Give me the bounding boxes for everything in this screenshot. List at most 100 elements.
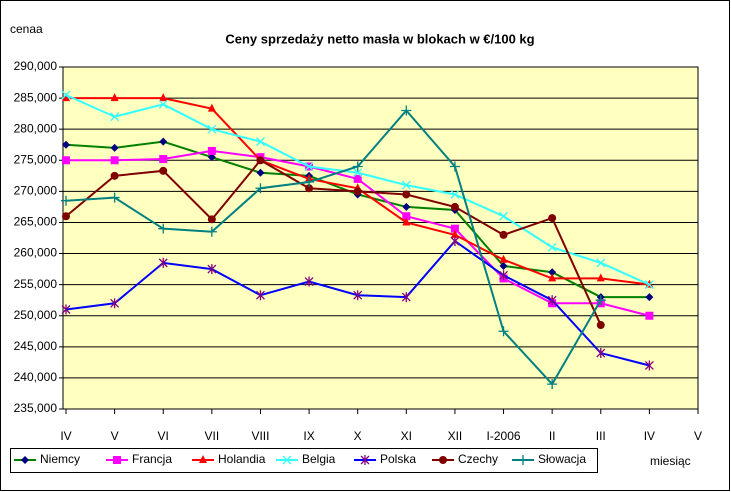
marker bbox=[450, 229, 459, 238]
marker-shape bbox=[547, 242, 557, 252]
marker-shape bbox=[61, 304, 71, 315]
marker-shape bbox=[159, 137, 168, 146]
marker-shape bbox=[255, 183, 266, 194]
marker-shape bbox=[62, 93, 70, 102]
x-tick-label: XI bbox=[401, 429, 412, 443]
marker bbox=[596, 348, 606, 359]
marker-shape bbox=[401, 105, 412, 116]
marker bbox=[207, 264, 217, 275]
marker-shape bbox=[353, 174, 362, 183]
marker-shape bbox=[596, 321, 605, 330]
marker bbox=[402, 190, 411, 199]
marker bbox=[595, 295, 606, 306]
marker bbox=[353, 168, 363, 178]
legend-label: Słowacja bbox=[538, 452, 586, 466]
marker-shape bbox=[256, 156, 265, 165]
series-line bbox=[65, 109, 602, 386]
y-tick-label: 270,000 bbox=[14, 184, 58, 198]
marker-shape bbox=[199, 455, 207, 463]
marker bbox=[499, 270, 508, 281]
marker bbox=[402, 217, 411, 226]
marker bbox=[499, 230, 508, 239]
marker bbox=[113, 456, 121, 464]
marker bbox=[439, 456, 447, 464]
marker bbox=[644, 280, 654, 290]
marker bbox=[159, 137, 168, 146]
marker-shape bbox=[110, 156, 119, 165]
marker-shape bbox=[547, 379, 558, 390]
marker-shape bbox=[304, 177, 315, 188]
x-tick-label: VII bbox=[205, 429, 220, 443]
marker-shape bbox=[305, 184, 314, 193]
marker bbox=[401, 292, 411, 303]
x-tick-label: II bbox=[549, 429, 556, 443]
marker bbox=[353, 174, 362, 183]
marker bbox=[499, 261, 508, 270]
legend-label: Holandia bbox=[218, 452, 266, 466]
marker bbox=[110, 298, 120, 309]
marker-shape bbox=[62, 212, 70, 221]
marker-shape bbox=[644, 280, 654, 290]
marker-shape bbox=[645, 311, 654, 320]
marker bbox=[548, 273, 557, 282]
marker bbox=[207, 146, 216, 155]
marker bbox=[159, 166, 168, 175]
marker-shape bbox=[113, 456, 121, 464]
marker-shape bbox=[110, 143, 119, 152]
series-line bbox=[65, 158, 602, 326]
marker bbox=[206, 226, 217, 237]
marker-shape bbox=[499, 261, 508, 270]
marker-shape bbox=[21, 456, 29, 464]
marker bbox=[305, 184, 314, 193]
marker bbox=[158, 223, 169, 234]
marker bbox=[207, 215, 216, 224]
marker-shape bbox=[159, 166, 168, 175]
marker bbox=[256, 168, 265, 177]
marker-shape bbox=[110, 171, 119, 180]
marker bbox=[158, 99, 168, 109]
marker-shape bbox=[207, 103, 216, 112]
marker-shape bbox=[645, 293, 654, 302]
y-axis-label: cenaa bbox=[10, 22, 43, 36]
marker bbox=[450, 190, 460, 199]
marker-shape bbox=[352, 161, 363, 172]
marker bbox=[62, 140, 70, 149]
marker-shape bbox=[402, 190, 411, 199]
marker-shape bbox=[401, 292, 411, 303]
marker bbox=[304, 276, 314, 287]
marker-shape bbox=[548, 273, 557, 282]
x-tick-label: V bbox=[111, 429, 119, 443]
marker bbox=[159, 155, 168, 164]
chart-title: Ceny sprzedaży netto masła w blokach w €… bbox=[225, 31, 534, 46]
marker-shape bbox=[449, 161, 460, 172]
marker bbox=[207, 153, 216, 162]
marker-shape bbox=[304, 276, 314, 287]
marker bbox=[499, 254, 508, 263]
marker-shape bbox=[61, 90, 71, 100]
marker-shape bbox=[158, 223, 169, 234]
marker bbox=[61, 304, 71, 315]
marker-shape bbox=[596, 258, 606, 268]
marker bbox=[109, 192, 120, 203]
marker bbox=[352, 161, 363, 172]
marker-shape bbox=[499, 230, 508, 239]
marker bbox=[207, 124, 217, 134]
marker-shape bbox=[207, 264, 217, 275]
marker-shape bbox=[62, 140, 70, 149]
marker bbox=[644, 360, 654, 371]
marker bbox=[62, 93, 70, 102]
y-tick-label: 265,000 bbox=[14, 215, 58, 229]
x-tick-label: IV bbox=[60, 429, 71, 443]
marker bbox=[255, 183, 266, 194]
marker bbox=[402, 212, 411, 221]
marker-shape bbox=[353, 168, 363, 178]
marker bbox=[110, 143, 119, 152]
y-tick-label: 290,000 bbox=[14, 59, 58, 73]
marker-shape bbox=[401, 180, 411, 190]
marker bbox=[498, 326, 509, 337]
marker bbox=[547, 379, 558, 390]
y-tick-label: 260,000 bbox=[14, 246, 58, 260]
marker-shape bbox=[547, 295, 557, 306]
marker bbox=[61, 195, 71, 206]
